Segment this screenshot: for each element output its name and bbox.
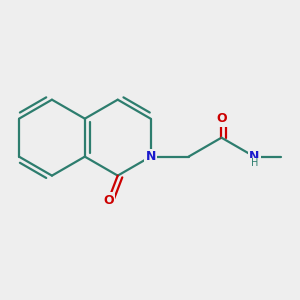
Text: N: N — [146, 150, 156, 163]
Text: N: N — [249, 150, 260, 163]
Text: O: O — [103, 194, 113, 207]
Text: H: H — [251, 158, 258, 168]
Text: O: O — [216, 112, 227, 125]
